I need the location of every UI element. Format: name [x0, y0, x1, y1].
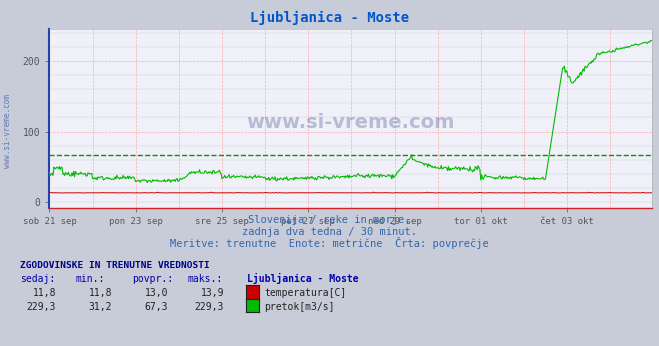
Text: 229,3: 229,3: [194, 302, 224, 312]
Text: maks.:: maks.:: [188, 274, 223, 284]
Text: 13,0: 13,0: [144, 288, 168, 298]
Text: sedaj:: sedaj:: [20, 274, 55, 284]
Text: 31,2: 31,2: [88, 302, 112, 312]
Text: www.si-vreme.com: www.si-vreme.com: [246, 112, 455, 131]
Text: Ljubljanica - Moste: Ljubljanica - Moste: [247, 273, 358, 284]
Text: povpr.:: povpr.:: [132, 274, 173, 284]
Text: 67,3: 67,3: [144, 302, 168, 312]
Text: 11,8: 11,8: [88, 288, 112, 298]
Text: pretok[m3/s]: pretok[m3/s]: [264, 302, 335, 312]
Text: Meritve: trenutne  Enote: metrične  Črta: povprečje: Meritve: trenutne Enote: metrične Črta: …: [170, 237, 489, 249]
Text: www.si-vreme.com: www.si-vreme.com: [3, 94, 13, 169]
Text: temperatura[C]: temperatura[C]: [264, 288, 347, 298]
Text: zadnja dva tedna / 30 minut.: zadnja dva tedna / 30 minut.: [242, 227, 417, 237]
Text: 13,9: 13,9: [200, 288, 224, 298]
Text: min.:: min.:: [76, 274, 105, 284]
Text: 11,8: 11,8: [32, 288, 56, 298]
Text: 229,3: 229,3: [26, 302, 56, 312]
Text: Ljubljanica - Moste: Ljubljanica - Moste: [250, 10, 409, 25]
Text: ZGODOVINSKE IN TRENUTNE VREDNOSTI: ZGODOVINSKE IN TRENUTNE VREDNOSTI: [20, 261, 210, 270]
Text: Slovenija / reke in morje.: Slovenija / reke in morje.: [248, 215, 411, 225]
